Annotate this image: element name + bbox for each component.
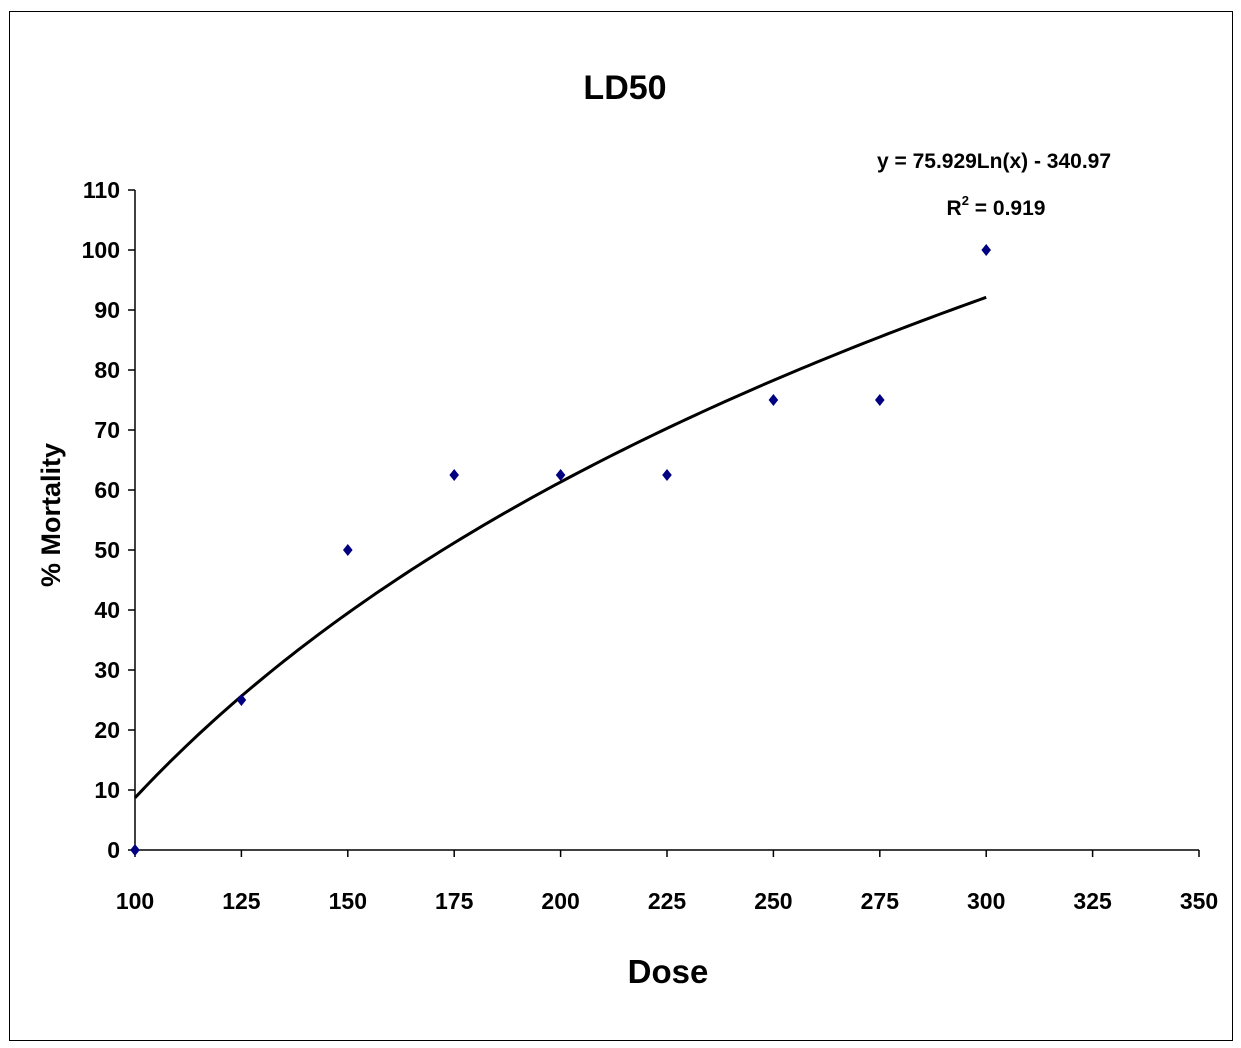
y-axis-title: % Mortality (36, 443, 66, 587)
r-squared-label: R2 = 0.919 (947, 193, 1046, 220)
x-axis: 100 125 150 175 200 225 250 275 300 325 350 (116, 849, 1218, 914)
data-point (130, 844, 140, 856)
y-tick-label: 40 (94, 597, 120, 623)
y-tick-label: 10 (94, 777, 120, 803)
trendline (133, 295, 987, 799)
y-axis: 0 10 20 30 40 50 60 70 80 90 100 110 (82, 177, 136, 863)
y-tick-label: 90 (94, 297, 120, 323)
data-point (981, 244, 991, 256)
data-points (130, 244, 991, 856)
trendline-group (133, 295, 987, 799)
y-tick-label: 60 (94, 477, 120, 503)
y-tick-label: 30 (94, 657, 120, 683)
r-squared-prefix: R (947, 197, 962, 220)
data-point (343, 544, 353, 556)
y-tick-label: 0 (107, 837, 120, 863)
x-tick-label: 250 (754, 888, 792, 914)
data-point (768, 394, 779, 406)
x-tick-label: 225 (648, 888, 687, 914)
chart-title: LD50 (583, 69, 666, 107)
y-tick-label: 110 (83, 177, 120, 203)
y-tick-label: 80 (94, 357, 120, 383)
x-tick-label: 350 (1180, 888, 1218, 914)
r-squared-value: = 0.919 (969, 197, 1045, 220)
y-tick-label: 20 (94, 717, 120, 743)
x-tick-label: 150 (329, 888, 367, 914)
chart-frame (9, 11, 1233, 1041)
y-tick-label: 100 (82, 237, 120, 263)
data-point (875, 394, 885, 406)
x-tick-label: 200 (541, 888, 579, 914)
data-point (555, 469, 566, 481)
x-tick-label: 275 (861, 888, 900, 914)
data-point (236, 694, 247, 706)
r-squared-superscript: 2 (962, 193, 969, 208)
y-tick-label: 70 (94, 417, 120, 443)
x-tick-label: 125 (222, 888, 261, 914)
data-point (449, 469, 459, 481)
x-tick-label: 325 (1073, 888, 1112, 914)
x-tick-label: 100 (116, 888, 154, 914)
trendline-equation: y = 75.929Ln(x) - 340.97 (877, 150, 1111, 173)
x-axis-title: Dose (628, 953, 709, 990)
y-tick-label: 50 (94, 537, 120, 563)
x-tick-label: 300 (967, 888, 1005, 914)
data-point (662, 469, 672, 481)
x-tick-label: 175 (435, 888, 474, 914)
